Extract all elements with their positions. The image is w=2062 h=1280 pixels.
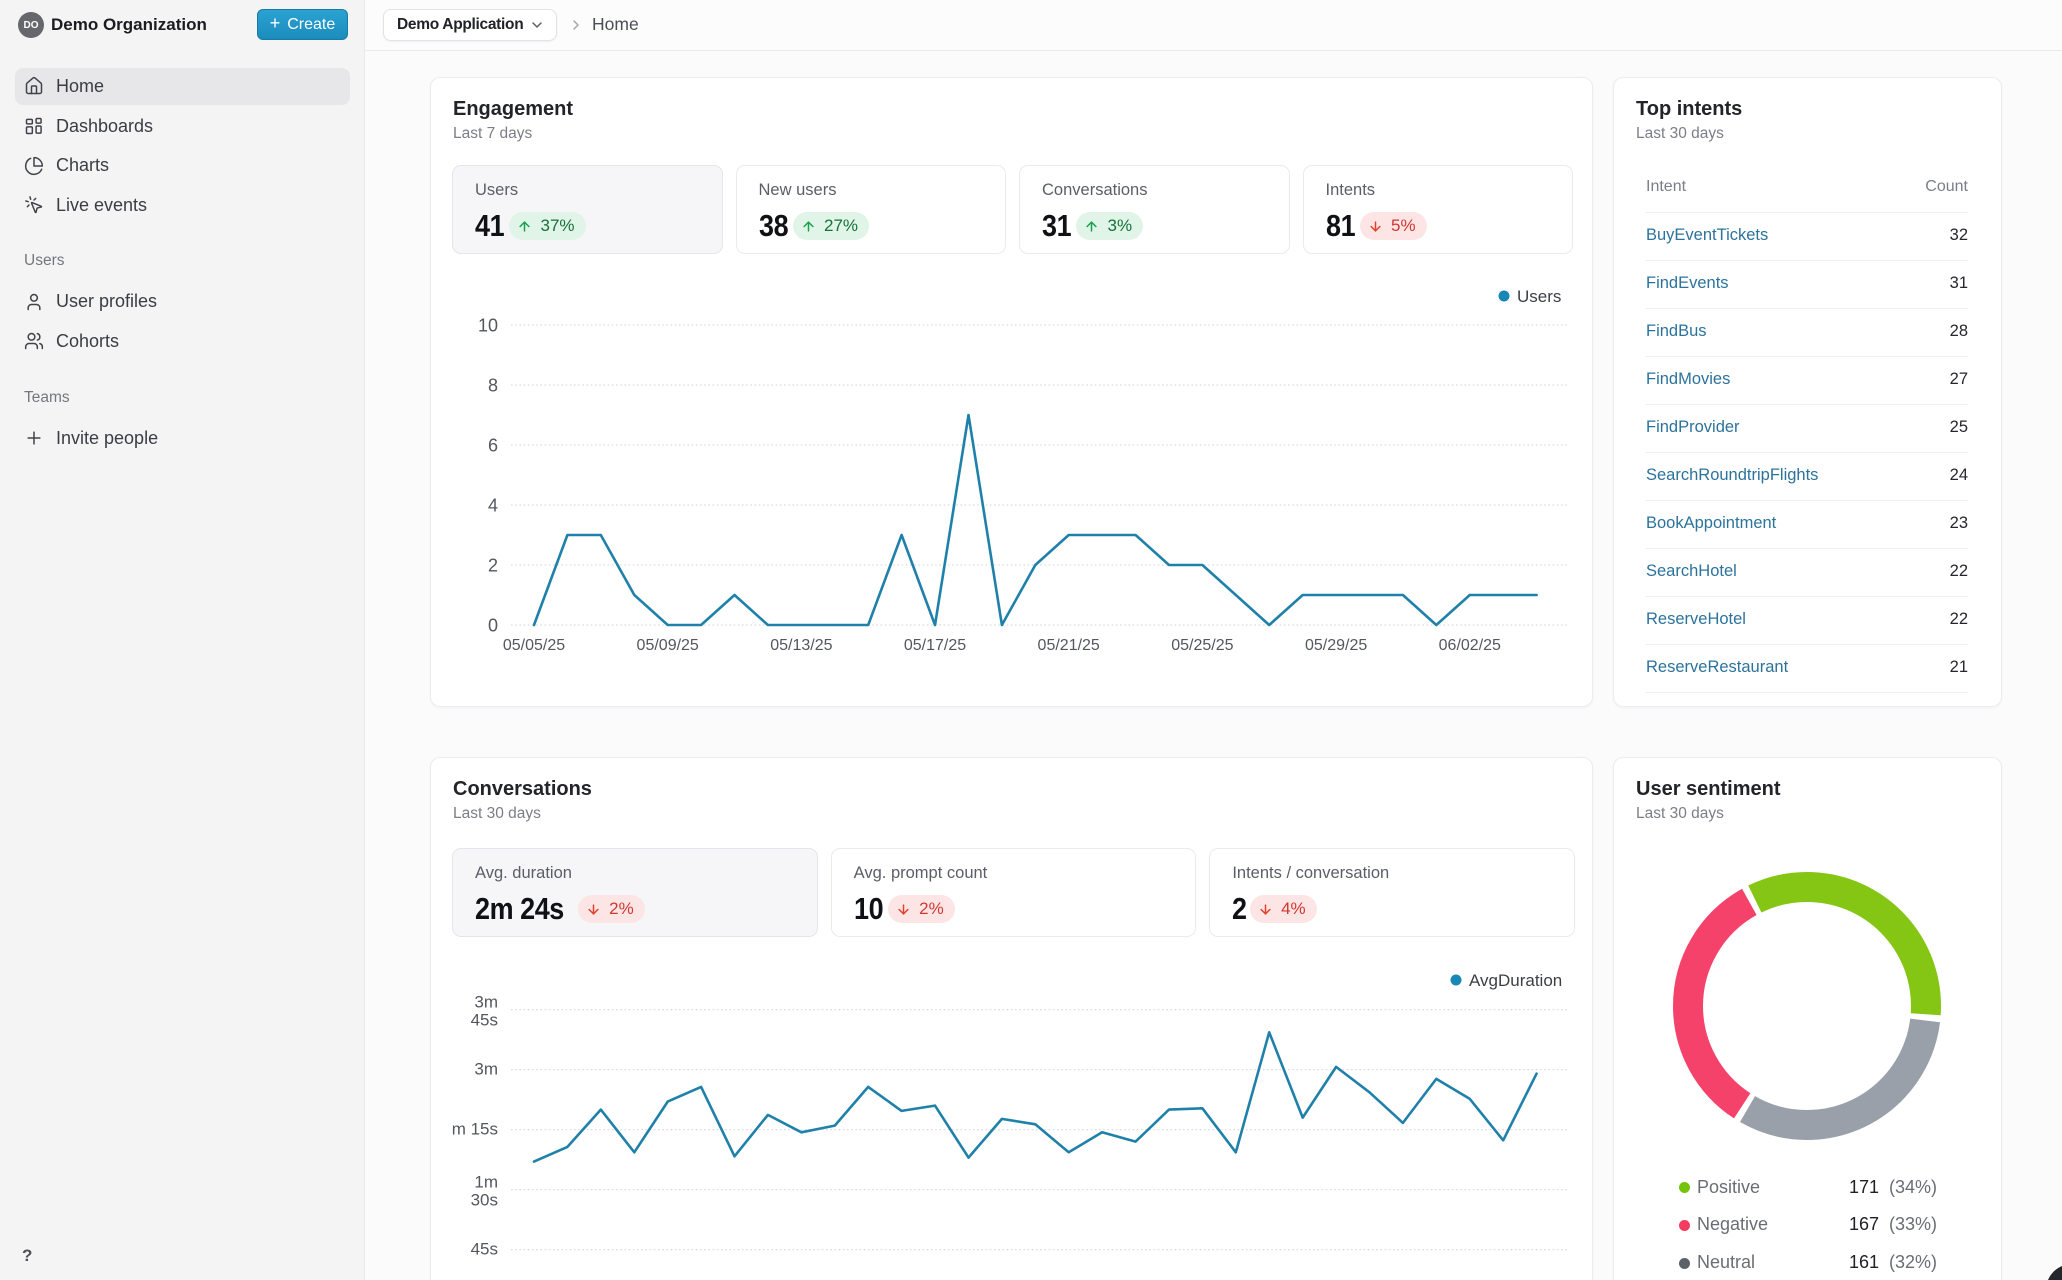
svg-text:45s: 45s xyxy=(471,1011,498,1030)
svg-text:05/25/25: 05/25/25 xyxy=(1171,637,1233,654)
svg-text:1m: 1m xyxy=(474,1173,498,1192)
svg-text:10: 10 xyxy=(478,316,498,336)
svg-text:45s: 45s xyxy=(471,1240,498,1259)
svg-text:AvgDuration: AvgDuration xyxy=(1469,971,1562,990)
svg-text:4: 4 xyxy=(488,496,498,516)
svg-text:Users: Users xyxy=(1517,287,1561,306)
svg-text:8: 8 xyxy=(488,376,498,396)
svg-text:3m: 3m xyxy=(474,993,498,1012)
svg-text:05/29/25: 05/29/25 xyxy=(1305,637,1367,654)
svg-text:05/09/25: 05/09/25 xyxy=(637,637,699,654)
svg-text:0: 0 xyxy=(488,616,498,636)
svg-text:05/17/25: 05/17/25 xyxy=(904,637,966,654)
svg-text:m 15s: m 15s xyxy=(452,1120,498,1139)
svg-text:05/21/25: 05/21/25 xyxy=(1038,637,1100,654)
svg-text:30s: 30s xyxy=(471,1191,498,1210)
svg-text:05/05/25: 05/05/25 xyxy=(503,637,565,654)
svg-text:05/13/25: 05/13/25 xyxy=(770,637,832,654)
svg-text:2: 2 xyxy=(488,556,498,576)
svg-text:06/02/25: 06/02/25 xyxy=(1439,637,1501,654)
svg-text:3m: 3m xyxy=(474,1060,498,1079)
svg-text:6: 6 xyxy=(488,436,498,456)
